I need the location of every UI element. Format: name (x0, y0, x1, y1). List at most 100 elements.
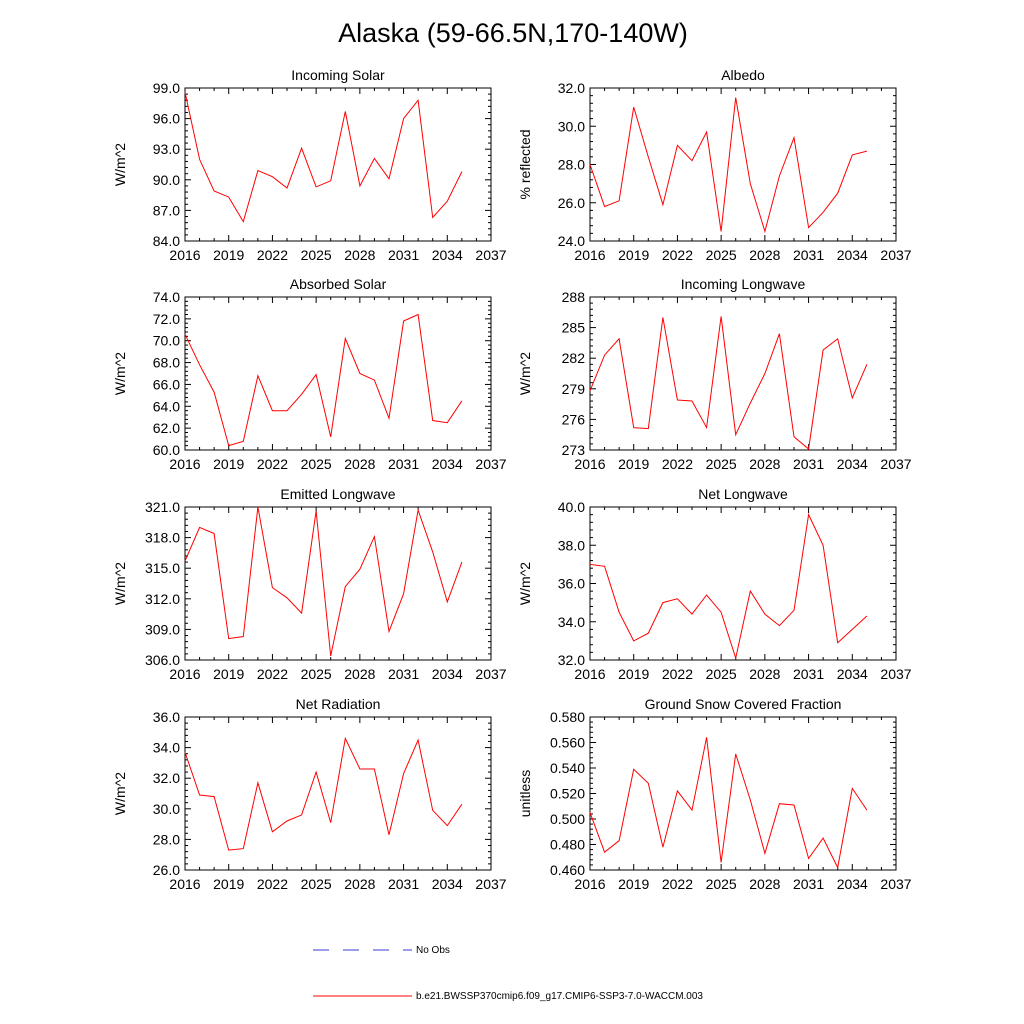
x-tick-label: 2031 (793, 456, 824, 472)
y-tick-label: 84.0 (153, 233, 180, 249)
x-tick-label: 2022 (662, 247, 693, 263)
x-tick-label: 2031 (793, 876, 824, 892)
x-tick-label: 2037 (475, 876, 506, 892)
x-tick-label: 2031 (388, 666, 419, 682)
chart-panel: Albedo % reflected 2016 2019 2022 2025 2028 203… (517, 67, 912, 263)
y-axis-label: W/m^2 (112, 772, 128, 815)
x-tick-label: 2037 (475, 666, 506, 682)
x-tick-label: 2028 (344, 247, 375, 263)
x-tick-label: 2034 (432, 876, 463, 892)
chart-title: Net Radiation (296, 696, 381, 712)
x-tick-label: 2022 (257, 876, 288, 892)
chart-title: Albedo (721, 67, 765, 83)
x-tick-label: 2031 (388, 247, 419, 263)
x-tick-label: 2025 (706, 247, 737, 263)
y-tick-label: 321.0 (145, 499, 180, 515)
figure-title: Alaska (59-66.5N,170-140W) (338, 18, 688, 48)
chart-title: Incoming Solar (291, 67, 385, 83)
x-tick-label: 2022 (257, 666, 288, 682)
x-tick-label: 2037 (475, 247, 506, 263)
y-tick-label: 282 (562, 350, 586, 366)
y-tick-label: 0.580 (550, 709, 585, 725)
x-tick-label: 2019 (618, 666, 649, 682)
y-tick-label: 40.0 (558, 499, 585, 515)
x-tick-label: 2016 (169, 876, 200, 892)
y-tick-label: 34.0 (558, 614, 585, 630)
series-line (184, 91, 463, 223)
y-tick-label: 315.0 (145, 560, 180, 576)
x-tick-label: 2025 (301, 247, 332, 263)
plot-frame (184, 506, 492, 661)
y-tick-label: 34.0 (153, 740, 180, 756)
y-tick-label: 26.0 (153, 862, 180, 878)
y-tick-label: 90.0 (153, 172, 180, 188)
chart-panels: Incoming Solar W/m^2 2016 2019 2022 2025 2028 2… (112, 67, 912, 892)
x-tick-label: 2022 (257, 456, 288, 472)
y-axis-label: unitless (517, 770, 533, 817)
x-tick-label: 2037 (880, 666, 911, 682)
x-tick-label: 2034 (837, 666, 868, 682)
chart-title: Net Longwave (698, 486, 788, 502)
y-tick-label: 70.0 (153, 333, 180, 349)
y-tick-label: 62.0 (153, 420, 180, 436)
x-tick-label: 2034 (432, 247, 463, 263)
series-line (184, 313, 463, 447)
chart-title: Ground Snow Covered Fraction (645, 696, 842, 712)
x-tick-label: 2037 (475, 456, 506, 472)
x-tick-label: 2016 (574, 247, 605, 263)
plot-frame (184, 296, 492, 451)
legend-obs-label: No Obs (416, 945, 450, 956)
chart-panel: Incoming Solar W/m^2 2016 2019 2022 2025 2028 2… (112, 67, 507, 263)
x-tick-label: 2019 (618, 876, 649, 892)
y-tick-label: 93.0 (153, 141, 180, 157)
series-line (589, 512, 868, 661)
plot-frame (184, 716, 492, 871)
x-tick-label: 2016 (574, 666, 605, 682)
x-tick-label: 2028 (749, 456, 780, 472)
x-tick-label: 2034 (432, 666, 463, 682)
y-tick-label: 0.460 (550, 862, 585, 878)
x-tick-label: 2016 (169, 247, 200, 263)
chart-title: Absorbed Solar (290, 276, 387, 292)
x-tick-label: 2019 (213, 876, 244, 892)
chart-panel: Incoming Longwave W/m^2 2016 2019 2022 2025 20… (517, 276, 912, 472)
x-tick-label: 2019 (618, 247, 649, 263)
y-tick-label: 26.0 (558, 195, 585, 211)
x-tick-label: 2037 (880, 876, 911, 892)
y-tick-label: 32.0 (558, 80, 585, 96)
y-tick-label: 28.0 (558, 157, 585, 173)
chart-panel: Emitted Longwave W/m^2 2016 2019 2022 2025 202… (112, 486, 507, 682)
y-tick-label: 0.540 (550, 760, 585, 776)
y-tick-label: 0.500 (550, 811, 585, 827)
x-tick-label: 2016 (169, 456, 200, 472)
legend-model-label: b.e21.BWSSP370cmip6.f09_g17.CMIP6-SSP3-7… (416, 991, 703, 1002)
y-tick-label: 318.0 (145, 530, 180, 546)
y-tick-label: 0.480 (550, 837, 585, 853)
y-axis-label: W/m^2 (517, 352, 533, 395)
x-tick-label: 2022 (662, 876, 693, 892)
x-tick-label: 2019 (213, 247, 244, 263)
y-tick-label: 96.0 (153, 111, 180, 127)
series-line (184, 736, 463, 851)
series-line (589, 737, 868, 870)
x-tick-label: 2034 (837, 247, 868, 263)
y-tick-label: 60.0 (153, 442, 180, 458)
x-tick-label: 2022 (662, 456, 693, 472)
x-tick-label: 2028 (749, 666, 780, 682)
y-tick-label: 24.0 (558, 233, 585, 249)
x-tick-label: 2028 (344, 456, 375, 472)
x-tick-label: 2034 (432, 456, 463, 472)
x-tick-label: 2025 (301, 666, 332, 682)
y-tick-label: 279 (562, 381, 586, 397)
series-line (589, 97, 868, 234)
y-tick-label: 68.0 (153, 355, 180, 371)
y-tick-label: 30.0 (153, 801, 180, 817)
x-tick-label: 2037 (880, 456, 911, 472)
plot-frame (589, 506, 897, 661)
x-tick-label: 2037 (880, 247, 911, 263)
y-tick-label: 30.0 (558, 118, 585, 134)
x-tick-label: 2016 (169, 666, 200, 682)
y-tick-label: 312.0 (145, 591, 180, 607)
chart-title: Emitted Longwave (280, 486, 395, 502)
